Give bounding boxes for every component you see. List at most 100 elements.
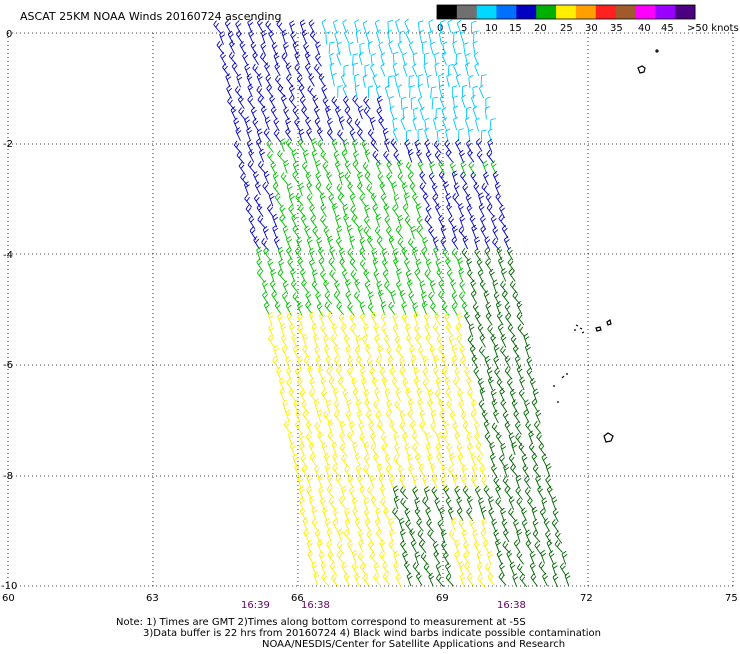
wind-barb [335,236,343,251]
wind-barb [526,356,533,371]
wind-barb [464,367,471,381]
wind-barb [473,30,479,44]
wind-barb [429,280,436,294]
wind-barb [374,387,381,402]
wind-barb [364,149,371,163]
wind-barb [515,486,523,500]
wind-barb [524,487,533,501]
wind-barb [434,52,440,66]
wind-barb [405,387,412,402]
wind-barb [311,149,318,164]
wind-barb [369,474,376,489]
wind-barb [455,138,462,153]
x-tick-3: 69 [436,593,449,604]
wind-barb [500,333,507,348]
wind-barb [468,161,476,175]
wind-barb [452,421,460,436]
wind-barb [253,235,260,250]
wind-barb [417,529,426,543]
wind-barb [325,355,333,369]
wind-barb [485,312,493,326]
wind-barb [394,335,403,349]
wind-barb [422,367,429,382]
wind-barb [397,214,404,229]
legend-swatch [615,5,636,19]
time-label-3: 16:38 [497,600,526,611]
wind-barb [291,333,298,348]
wind-barb [338,313,347,327]
wind-barb [343,64,350,78]
wind-barb [246,126,253,141]
wind-barb [444,139,452,154]
wind-barb [342,388,349,403]
wind-barb [451,248,460,262]
wind-barb [396,268,403,283]
wind-barb [261,280,268,294]
wind-barb [357,224,364,239]
wind-barb [315,41,322,56]
wind-barb [373,322,380,337]
wind-barb [371,247,378,262]
wind-barb [363,106,372,120]
wind-barb [494,181,501,196]
wind-barb [294,367,302,381]
wind-barb [425,506,432,521]
wind-barb [305,432,314,446]
wind-barb [234,85,243,99]
wind-barb [343,95,351,110]
wind-barb [399,289,406,304]
wind-barb [404,257,410,272]
wind-barb [305,116,312,131]
wind-barb [446,73,452,88]
wind-barb [256,128,263,143]
wind-barb [484,236,491,250]
wind-barb [419,280,426,294]
wind-barb [491,518,498,533]
wind-barb [329,562,338,576]
wind-barb [516,365,523,380]
wind-barb [297,475,304,490]
legend-label: 45 [661,23,674,34]
wind-barb [331,323,338,337]
wind-barb [326,474,333,488]
wind-barb [454,539,461,554]
wind-barb [373,400,381,414]
wind-barb [347,248,355,262]
wind-barb [414,268,421,283]
legend-swatch [575,5,597,19]
wind-barb [238,161,246,176]
wind-barb [340,73,347,88]
wind-barb [351,496,358,511]
wind-barb [414,507,422,521]
wind-barb [352,441,359,456]
wind-barb [267,258,274,273]
wind-barb [283,420,292,434]
wind-barb [412,302,419,316]
wind-barb [280,94,287,109]
wind-barb [286,246,293,261]
x-tick-2: 66 [291,593,304,604]
wind-barb [458,399,465,414]
wind-barb [484,432,492,446]
wind-barb [357,171,363,186]
wind-barb [428,226,436,240]
wind-barb [420,552,429,566]
wind-barb [454,550,461,565]
wind-barb [483,419,490,434]
wind-barb [418,345,425,360]
wind-barb [301,161,310,176]
wind-barb [377,344,384,359]
wind-barb [415,203,422,217]
wind-barb [305,301,313,315]
wind-barb [397,84,403,98]
wind-barb [477,377,484,392]
wind-barb [264,62,271,76]
wind-barb [421,40,428,55]
wind-barb [531,452,538,467]
wind-barb [546,539,553,553]
wind-barb [487,572,495,586]
wind-barb [370,496,378,510]
wind-barb [341,149,348,163]
wind-barb [281,344,288,359]
wind-barb [289,442,296,456]
